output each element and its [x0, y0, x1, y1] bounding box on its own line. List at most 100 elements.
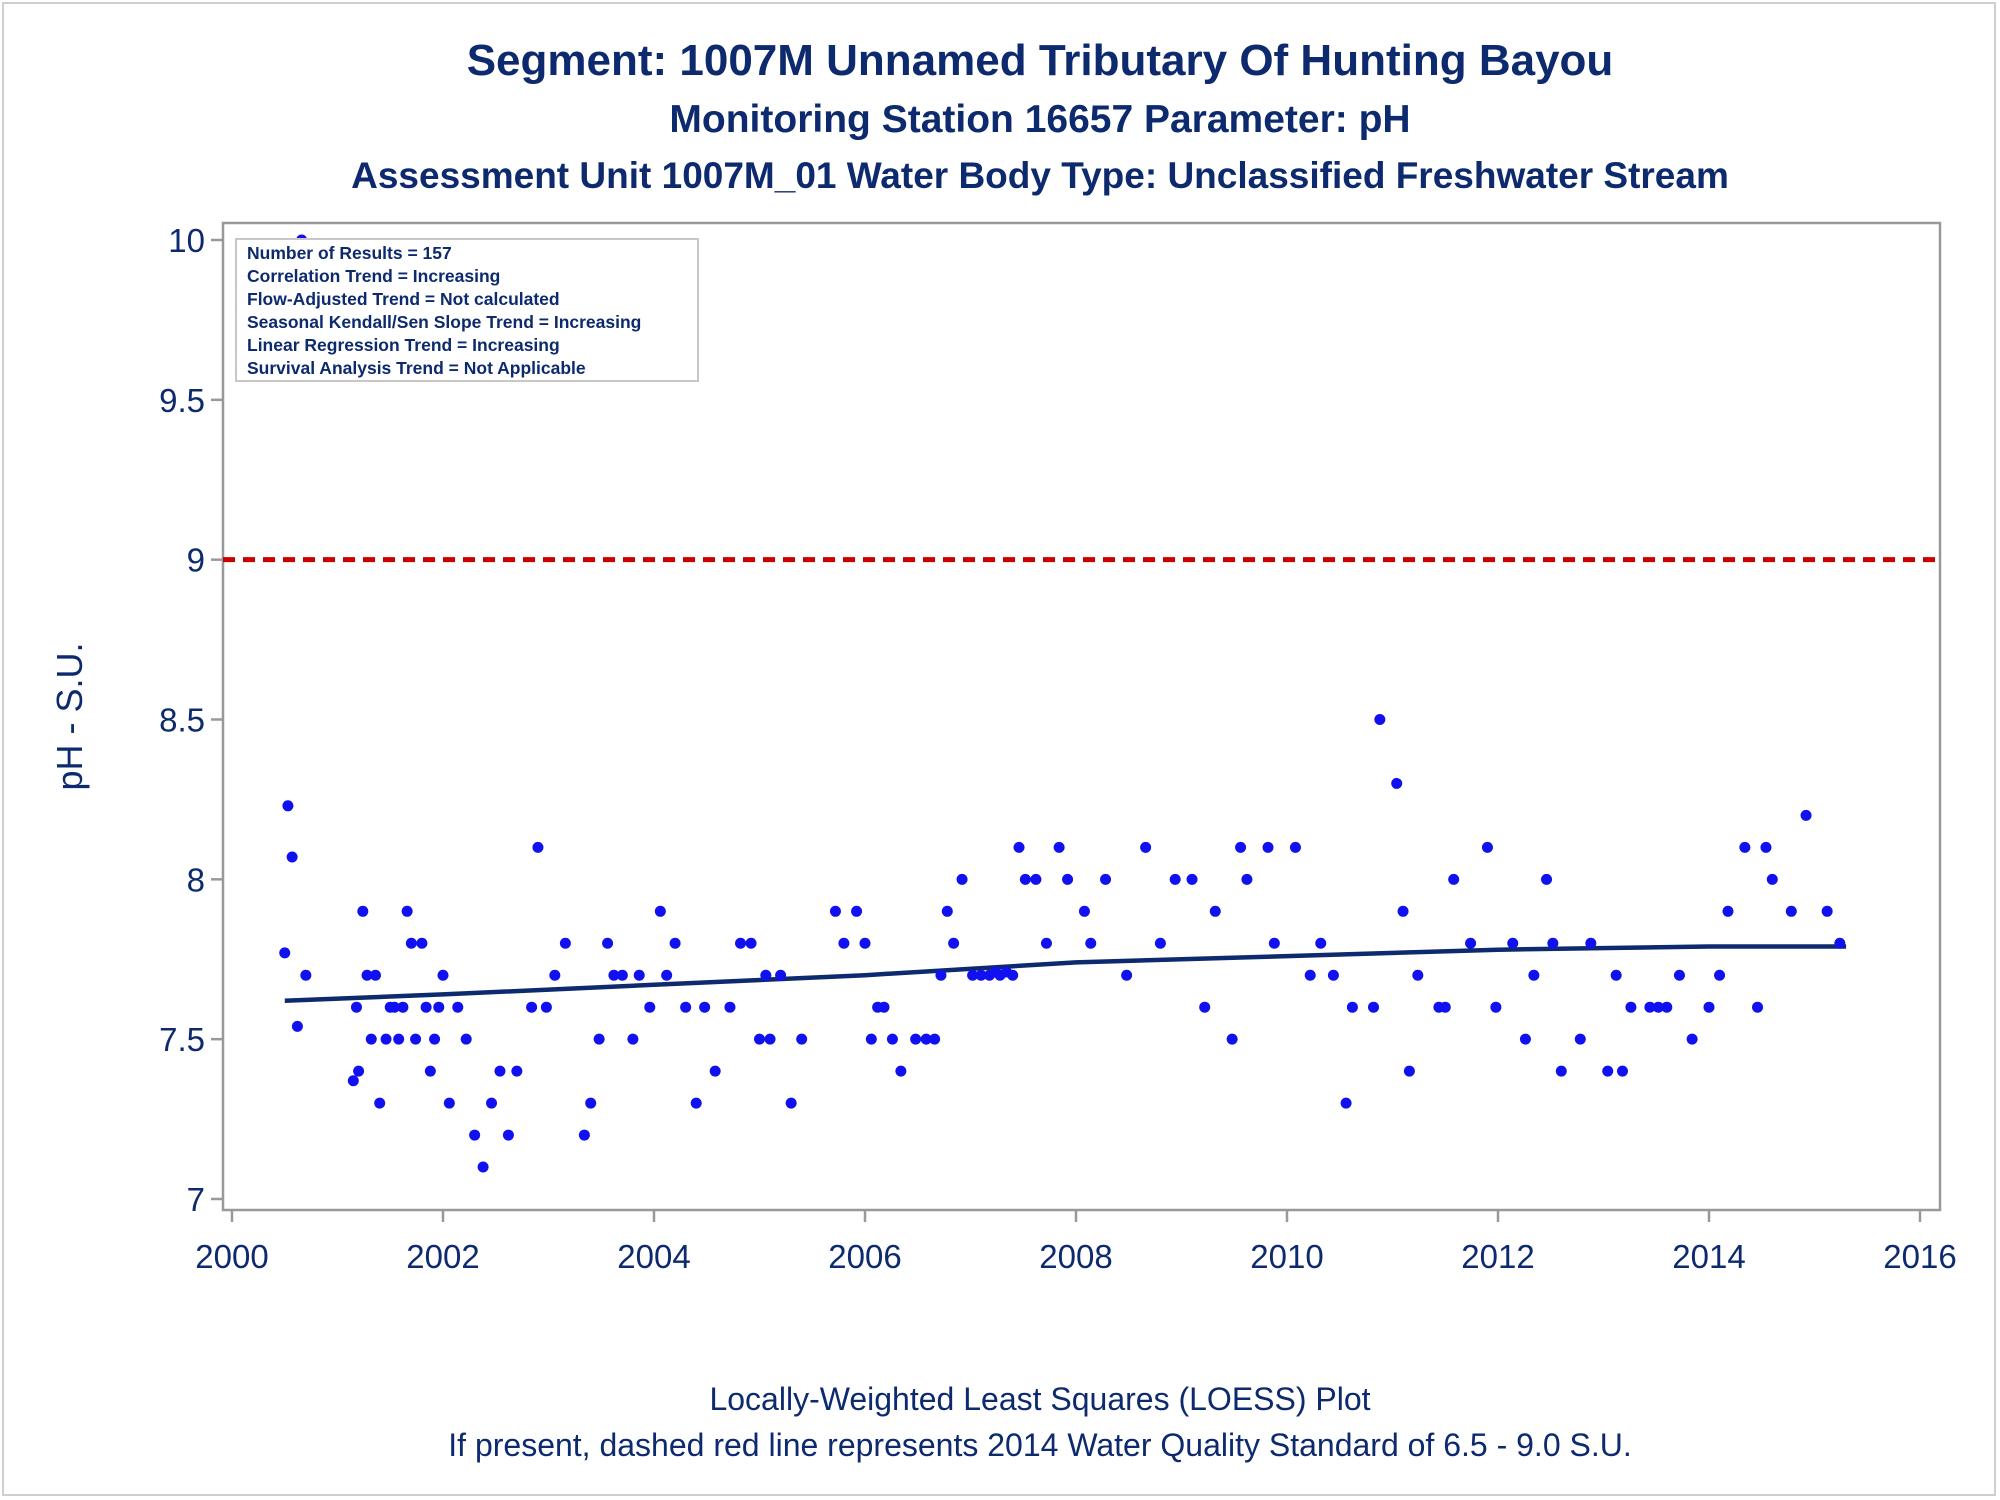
- data-point: [1616, 1065, 1628, 1077]
- data-point: [745, 937, 757, 949]
- data-point: [300, 969, 312, 981]
- trend-inset-box: Number of Results = 157 Correlation Trend…: [235, 238, 699, 382]
- data-point: [654, 905, 666, 917]
- data-point: [699, 1001, 711, 1013]
- data-point: [350, 1001, 362, 1013]
- data-point: [878, 1001, 890, 1013]
- data-point: [1121, 969, 1133, 981]
- data-point: [661, 969, 673, 981]
- data-point: [286, 851, 298, 863]
- x-tick-label: 2000: [195, 1238, 268, 1275]
- data-point: [1262, 841, 1274, 853]
- inset-line: Number of Results = 157: [247, 243, 452, 263]
- x-tick-label: 2016: [1883, 1238, 1956, 1275]
- data-point: [1673, 969, 1685, 981]
- data-point: [365, 1033, 377, 1045]
- data-point: [540, 1001, 552, 1013]
- data-point: [1169, 873, 1181, 885]
- data-point: [1752, 1001, 1764, 1013]
- data-point: [1397, 905, 1409, 917]
- data-point: [469, 1129, 481, 1141]
- data-point: [1327, 969, 1339, 981]
- data-point: [690, 1097, 702, 1109]
- loess-trend-line: [284, 944, 1847, 1004]
- data-point: [486, 1097, 498, 1109]
- data-point: [1800, 809, 1812, 821]
- data-point: [1652, 1001, 1664, 1013]
- data-point: [1602, 1065, 1614, 1077]
- data-point: [1528, 969, 1540, 981]
- chart-subtitle-2: Assessment Unit 1007M_01 Water Body Type…: [351, 155, 1729, 196]
- data-point: [1315, 937, 1327, 949]
- data-point: [1100, 873, 1112, 885]
- data-point: [680, 1001, 692, 1013]
- inset-line: Survival Analysis Trend = Not Applicable: [247, 358, 586, 378]
- axes: 7 7.5 8 8.5 9 9.5 10 2000 2002 2004 2006 2008 2010 20…: [159, 221, 1957, 1275]
- data-point: [532, 841, 544, 853]
- data-point: [357, 905, 369, 917]
- y-tick-label: 9: [187, 542, 205, 579]
- data-point: [1289, 841, 1301, 853]
- y-tick-label: 8.5: [159, 702, 205, 739]
- data-point: [1391, 777, 1403, 789]
- data-point: [437, 969, 449, 981]
- x-tick-label: 2010: [1250, 1238, 1323, 1275]
- data-point: [865, 1033, 877, 1045]
- data-point: [1625, 1001, 1637, 1013]
- data-point: [1013, 841, 1025, 853]
- x-tick-label: 2012: [1461, 1238, 1534, 1275]
- footnote-1: Locally-Weighted Least Squares (LOESS) P…: [709, 1381, 1371, 1417]
- data-point: [764, 1033, 776, 1045]
- data-point: [956, 873, 968, 885]
- data-point: [494, 1065, 506, 1077]
- footnote-2: If present, dashed red line represents 2…: [448, 1427, 1632, 1463]
- data-point: [633, 969, 645, 981]
- data-point: [1241, 873, 1253, 885]
- data-point: [1304, 969, 1316, 981]
- data-point: [361, 969, 373, 981]
- data-point: [410, 1033, 422, 1045]
- data-point: [1834, 937, 1846, 949]
- data-point: [393, 1033, 405, 1045]
- data-point: [1085, 937, 1097, 949]
- data-point: [1186, 873, 1198, 885]
- data-point: [1785, 905, 1797, 917]
- data-point: [1019, 873, 1031, 885]
- data-point: [1209, 905, 1221, 917]
- data-point: [669, 937, 681, 949]
- data-point: [1490, 1001, 1502, 1013]
- data-point: [1519, 1033, 1531, 1045]
- data-point: [429, 1033, 441, 1045]
- data-point: [760, 969, 772, 981]
- data-point: [829, 905, 841, 917]
- data-point: [1481, 841, 1493, 853]
- data-point: [1268, 937, 1280, 949]
- data-point: [1686, 1033, 1698, 1045]
- data-point: [397, 1001, 409, 1013]
- data-point: [593, 1033, 605, 1045]
- data-point: [644, 1001, 656, 1013]
- data-point: [754, 1033, 765, 1045]
- data-point: [502, 1129, 514, 1141]
- data-point: [1739, 841, 1751, 853]
- y-tick-label: 8: [187, 861, 205, 898]
- data-point: [1507, 937, 1519, 949]
- data-point: [420, 1001, 432, 1013]
- data-point: [424, 1065, 436, 1077]
- data-point: [416, 937, 428, 949]
- data-point: [1585, 937, 1597, 949]
- data-point: [1610, 969, 1622, 981]
- data-point: [859, 937, 871, 949]
- data-point: [796, 1033, 808, 1045]
- y-tick-label: 7: [187, 1181, 205, 1218]
- data-point: [1053, 841, 1065, 853]
- data-point: [282, 800, 294, 812]
- data-point: [1412, 969, 1424, 981]
- data-point: [886, 1033, 898, 1045]
- data-point: [1574, 1033, 1586, 1045]
- data-point: [1644, 1001, 1656, 1013]
- x-tick-label: 2006: [828, 1238, 901, 1275]
- loess-layer: [284, 944, 1847, 1004]
- data-point: [578, 1129, 590, 1141]
- data-point: [353, 1065, 365, 1077]
